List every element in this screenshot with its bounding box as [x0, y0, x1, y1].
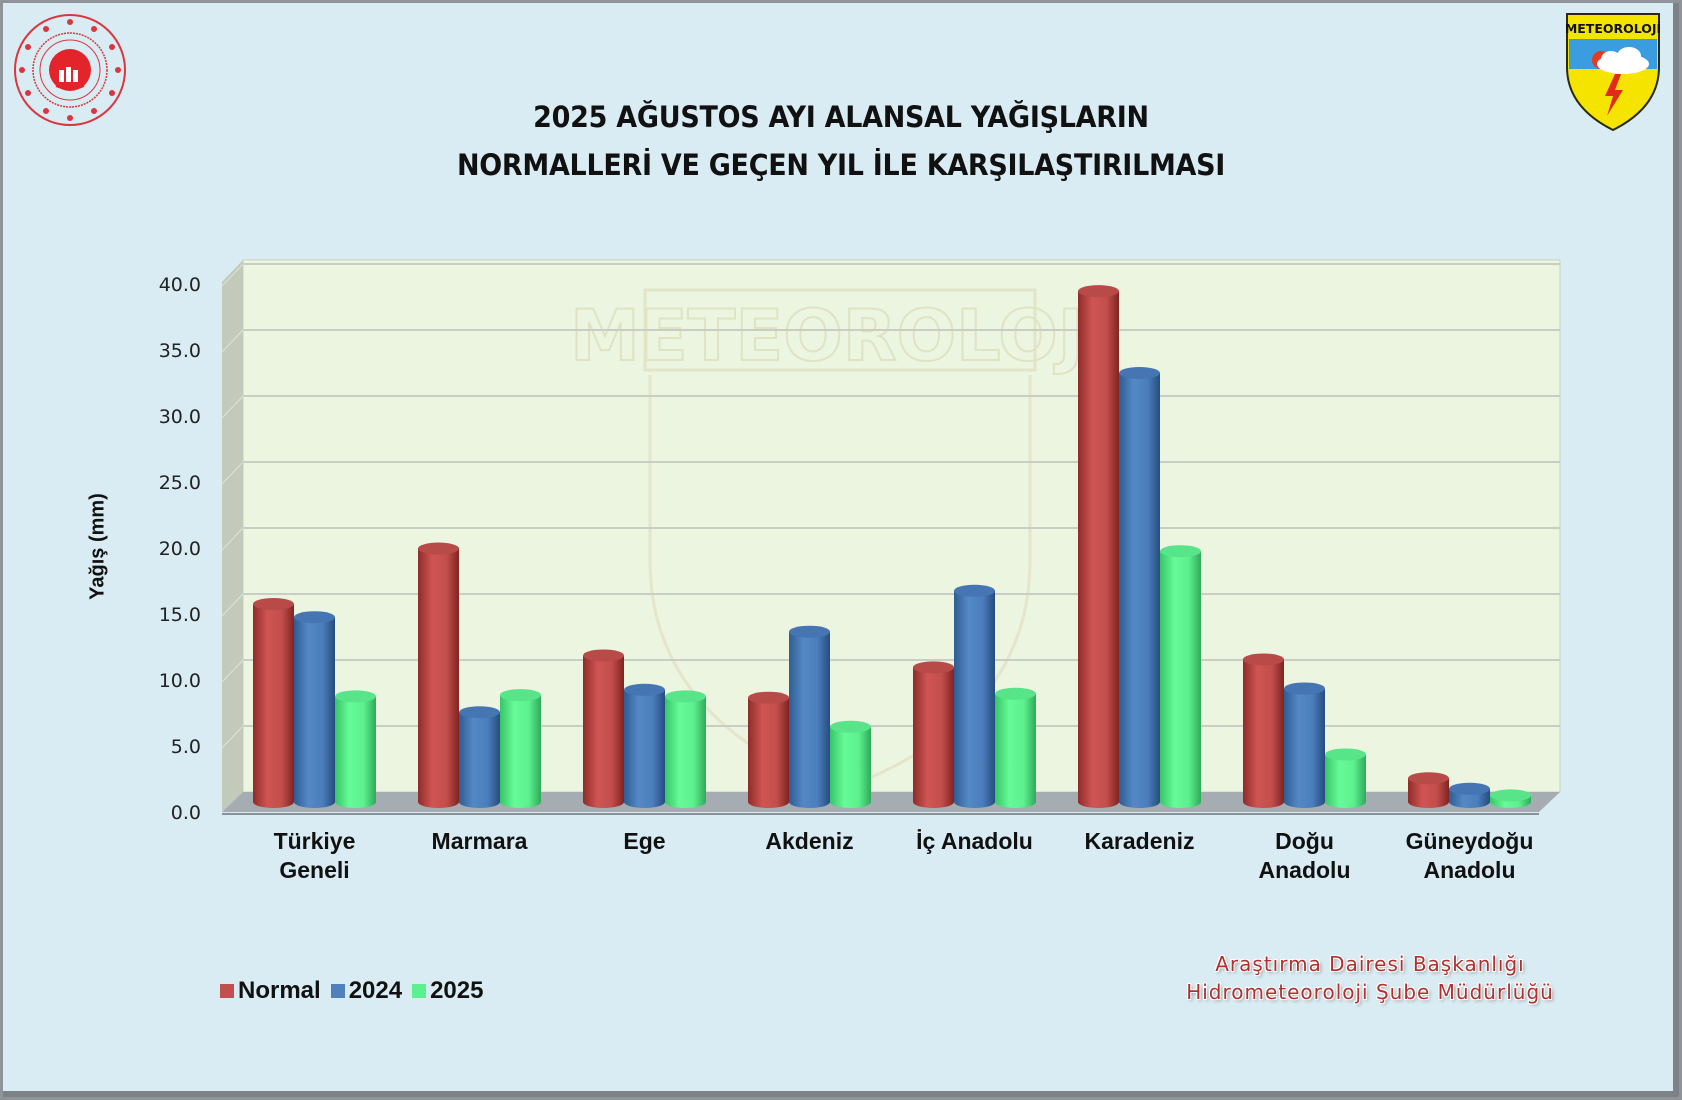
bar-2024-2 — [624, 683, 665, 808]
meteoroloji-watermark: METEOROLOJİ — [569, 288, 1111, 792]
bar-2025-3 — [830, 720, 871, 808]
bars — [253, 285, 1531, 808]
legend-label-2025: 2025 — [430, 977, 484, 1004]
bar-2025-2 — [665, 690, 706, 808]
legend-label-normal: Normal — [238, 977, 321, 1004]
bar-normal-7 — [1408, 772, 1449, 808]
bar-2025-5 — [1160, 545, 1201, 808]
bar-2025-6 — [1325, 748, 1366, 808]
credit-line1: Araştırma Dairesi Başkanlığı — [1215, 952, 1525, 976]
bar-2025-1 — [500, 689, 541, 808]
y-tick-label: 40.0 — [159, 274, 201, 296]
bar-2024-6 — [1284, 682, 1325, 808]
bar-normal-3 — [748, 691, 789, 808]
bar-2024-7 — [1449, 782, 1490, 808]
y-tick-label: 35.0 — [159, 340, 201, 362]
bar-2025-4 — [995, 687, 1036, 808]
svg-text:METEOROLOJİ: METEOROLOJİ — [570, 295, 1110, 377]
legend-label-2024: 2024 — [348, 977, 403, 1004]
y-tick-label: 25.0 — [159, 472, 201, 494]
chart-title-line2: NORMALLERİ VE GEÇEN YIL İLE KARŞILAŞTIRI… — [456, 148, 1226, 182]
legend: Normal 2024 2025 — [220, 977, 493, 1005]
gridlines — [221, 263, 1560, 749]
ministry-seal-icon — [14, 14, 126, 126]
bar-2024-1 — [459, 706, 500, 808]
legend-swatch-normal — [220, 984, 234, 998]
y-tick-label: 30.0 — [159, 406, 201, 428]
y-tick-label: 20.0 — [159, 538, 201, 560]
bar-2024-3 — [789, 625, 830, 808]
bar-normal-1 — [418, 542, 459, 808]
bar-normal-5 — [1078, 285, 1119, 808]
chart-title-line1: 2025 AĞUSTOS AYI ALANSAL YAĞIŞLARIN — [533, 100, 1149, 134]
bar-2024-4 — [954, 584, 995, 808]
x-axis-labels: Türkiye Geneli Marmara Ege Akdeniz İç Anadolu… — [274, 828, 1534, 883]
bar-2024-0 — [294, 611, 335, 808]
plot-floor — [222, 792, 1560, 812]
y-tick-label: 0.0 — [171, 802, 201, 824]
meteoroloji-shield-icon: METEOROLOJİ — [1565, 13, 1661, 132]
x-tick-label: Karadeniz — [1085, 828, 1195, 854]
y-tick-label: 5.0 — [171, 736, 201, 758]
y-tick-label: 10.0 — [159, 670, 201, 692]
legend-swatch-2025 — [412, 984, 427, 998]
credit-line2: Hidrometeoroloji Şube Müdürlüğü — [1186, 980, 1554, 1004]
x-tick-label: Geneli — [279, 857, 349, 883]
legend-item-2024: 2024 — [330, 977, 403, 1005]
x-tick-label: Türkiye — [274, 828, 356, 854]
bar-normal-2 — [583, 649, 624, 808]
bar-normal-0 — [253, 598, 294, 808]
bar-2025-7 — [1490, 789, 1531, 808]
bar-2024-5 — [1119, 367, 1160, 808]
x-tick-label: Anadolu — [1259, 857, 1351, 883]
legend-item-normal: Normal — [220, 977, 321, 1005]
legend-swatch-2024 — [330, 984, 345, 998]
x-tick-label: Doğu — [1275, 828, 1334, 854]
x-tick-label: İç Anadolu — [916, 828, 1033, 854]
plot-side-wall — [222, 260, 243, 812]
credits: Araştırma Dairesi Başkanlığı Hidrometeor… — [1160, 950, 1580, 1006]
y-axis-label: Yağış (mm) — [86, 493, 109, 600]
logo-text: METEOROLOJİ — [1565, 21, 1661, 36]
bar-2025-0 — [335, 690, 376, 808]
y-tick-label: 15.0 — [159, 604, 201, 626]
x-tick-label: Anadolu — [1424, 857, 1516, 883]
x-tick-label: Güneydoğu — [1406, 828, 1534, 854]
bar-normal-6 — [1243, 653, 1284, 808]
bar-normal-4 — [913, 661, 954, 808]
plot-back-wall — [242, 259, 1561, 793]
legend-item-2025: 2025 — [412, 977, 483, 1005]
x-tick-label: Akdeniz — [765, 828, 853, 854]
x-tick-label: Ege — [623, 828, 665, 854]
y-axis-ticks: 0.0 5.0 10.0 15.0 20.0 25.0 30.0 35.0 40.0 — [159, 274, 201, 824]
x-tick-label: Marmara — [432, 828, 528, 854]
